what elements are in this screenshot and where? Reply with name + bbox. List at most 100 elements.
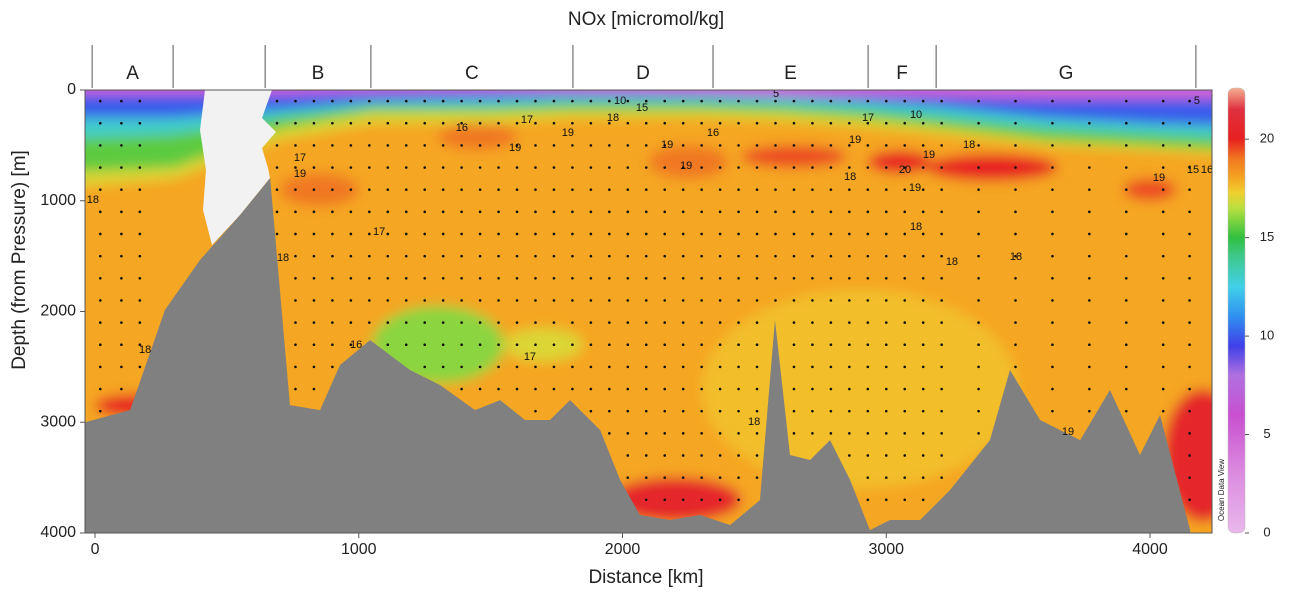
sample-dot — [98, 188, 102, 191]
sample-dot — [811, 409, 814, 413]
sample-dot — [1124, 144, 1128, 147]
colorbar-tick-label: 5 — [1263, 426, 1270, 441]
colorbar-tick-label: 15 — [1260, 229, 1274, 244]
sample-dot — [644, 498, 648, 502]
sample-dot — [1161, 232, 1165, 236]
sample-dot — [921, 498, 925, 502]
sample-dot — [921, 299, 925, 302]
sample-dot — [811, 299, 814, 302]
sample-dot — [515, 321, 519, 324]
sample-dot — [515, 365, 519, 369]
sample-dot — [792, 321, 796, 324]
sample-dot — [940, 144, 943, 147]
sample-dot — [700, 321, 703, 324]
sample-dot — [534, 99, 537, 103]
sample-dot — [138, 188, 142, 191]
sample-dot — [829, 365, 833, 369]
sample-dot — [921, 166, 925, 169]
sample-dot — [921, 432, 925, 435]
sample-dot — [312, 387, 316, 391]
sample-dot — [940, 343, 943, 347]
sample-dot — [644, 299, 648, 302]
sample-dot — [478, 365, 482, 369]
sample-dot — [811, 365, 814, 369]
contour-label: 19 — [294, 168, 306, 180]
sample-dot — [718, 432, 722, 435]
sample-dot — [138, 276, 142, 280]
sample-dot — [626, 476, 630, 479]
sample-dot — [478, 321, 482, 324]
sample-dot — [423, 365, 427, 369]
sample-dot — [700, 121, 703, 125]
sample-dot — [700, 99, 703, 103]
contour-label: 18 — [748, 416, 760, 428]
sample-dot — [977, 276, 980, 280]
sample-dot — [866, 321, 870, 324]
field-patch — [867, 150, 932, 174]
sample-dot — [848, 144, 851, 147]
sample-dot — [331, 343, 334, 347]
sample-dot — [331, 299, 334, 302]
sample-dot — [608, 299, 611, 302]
sample-dot — [921, 210, 925, 214]
sample-dot — [1188, 188, 1191, 191]
sample-dot — [829, 166, 833, 169]
sample-dot — [1051, 144, 1054, 147]
sample-dot — [478, 232, 482, 236]
sample-dot — [98, 166, 102, 169]
sample-dot — [1088, 343, 1091, 347]
sample-dot — [940, 365, 943, 369]
sample-dot — [534, 210, 537, 214]
sample-dot — [1088, 188, 1091, 191]
sample-dot — [404, 343, 408, 347]
colorbar-body — [1227, 87, 1246, 534]
sample-dot — [811, 321, 814, 324]
sample-dot — [441, 121, 445, 125]
sample-dot — [1124, 276, 1128, 280]
sample-dot — [423, 299, 427, 302]
sample-dot — [811, 144, 814, 147]
sample-dot — [386, 188, 390, 191]
section-label: F — [896, 63, 908, 84]
sample-dot — [755, 121, 759, 125]
colorbar-tick-label: 10 — [1260, 328, 1274, 343]
sample-dot — [1188, 454, 1191, 457]
sample-dot — [663, 276, 667, 280]
sample-dot — [608, 121, 611, 125]
sample-dot — [312, 210, 316, 214]
sample-dot — [866, 409, 870, 413]
sample-dot — [626, 99, 630, 103]
sample-dot — [1088, 99, 1091, 103]
sample-dot — [1161, 365, 1165, 369]
sample-dot — [737, 254, 740, 258]
sample-dot — [515, 254, 519, 258]
sample-dot — [940, 476, 943, 479]
sample-dot — [663, 144, 667, 147]
sample-dot — [977, 254, 980, 258]
sample-dot — [534, 166, 537, 169]
sample-dot — [1051, 299, 1054, 302]
sample-dot — [1014, 232, 1017, 236]
sample-dot — [811, 432, 814, 435]
sample-dot — [1051, 409, 1054, 413]
sample-dot — [663, 321, 667, 324]
sample-dot — [866, 99, 870, 103]
sample-dot — [386, 144, 390, 147]
sample-dot — [120, 232, 123, 236]
sample-dot — [312, 343, 316, 347]
sample-dot — [349, 299, 353, 302]
sample-dot — [626, 210, 630, 214]
contour-label: 19 — [909, 182, 921, 194]
field-layer — [85, 90, 1212, 99]
contour-label: 18 — [844, 171, 856, 183]
sample-dot — [534, 254, 537, 258]
sample-dot — [903, 144, 907, 147]
sample-dot — [386, 254, 390, 258]
sample-dot — [681, 166, 685, 169]
sample-dot — [663, 188, 667, 191]
sample-dot — [848, 188, 851, 191]
contour-label: 19 — [849, 134, 861, 146]
sample-dot — [497, 254, 500, 258]
contour-label: 20 — [899, 164, 911, 176]
